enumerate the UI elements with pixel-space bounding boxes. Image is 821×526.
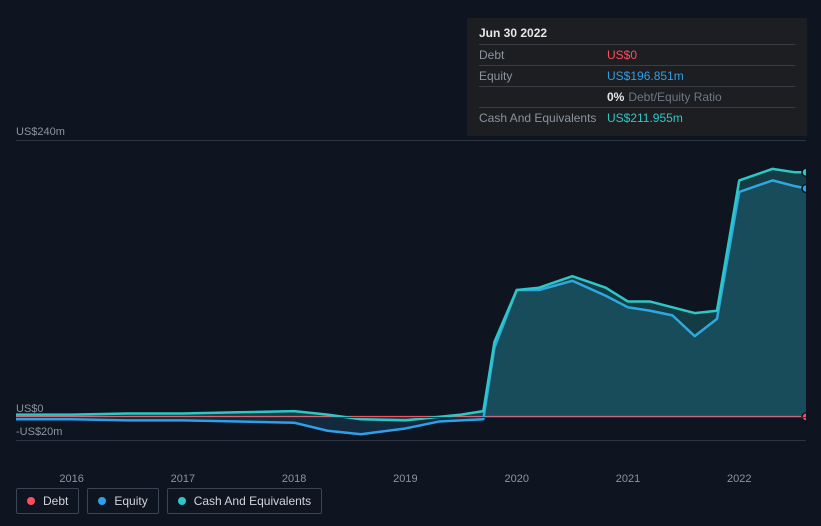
gridline	[16, 417, 806, 418]
x-axis-tick: 2018	[282, 473, 306, 485]
tooltip-ratio-label: Debt/Equity Ratio	[628, 90, 721, 104]
series-area	[16, 169, 806, 421]
series-end-marker	[802, 168, 806, 176]
legend-item[interactable]: Debt	[16, 488, 79, 514]
gridline	[16, 440, 806, 441]
chart-legend: Debt Equity Cash And Equivalents	[16, 488, 322, 514]
tooltip-date: Jun 30 2022	[479, 26, 795, 44]
tooltip-value: US$0	[607, 48, 637, 62]
chart-area[interactable]: US$240mUS$0-US$20m 201620172018201920202…	[16, 125, 806, 465]
legend-color-dot	[178, 497, 186, 505]
y-axis-tick: US$0	[16, 403, 44, 415]
legend-color-dot	[27, 497, 35, 505]
tooltip-row: DebtUS$0	[479, 44, 795, 65]
legend-color-dot	[98, 497, 106, 505]
chart-tooltip: Jun 30 2022 DebtUS$0EquityUS$196.851m0%D…	[467, 18, 807, 136]
tooltip-label: Equity	[479, 69, 607, 83]
tooltip-ratio-pct: 0%	[607, 90, 624, 104]
tooltip-row: 0% Debt/Equity Ratio	[479, 86, 795, 107]
legend-label: Debt	[43, 494, 68, 508]
x-axis-tick: 2022	[727, 473, 751, 485]
legend-label: Cash And Equivalents	[194, 494, 311, 508]
y-axis-tick: US$240m	[16, 126, 65, 138]
gridline	[16, 140, 806, 141]
x-axis-tick: 2019	[393, 473, 417, 485]
legend-item[interactable]: Equity	[87, 488, 158, 514]
series-end-marker	[802, 184, 806, 192]
tooltip-value: US$196.851m	[607, 69, 684, 83]
x-axis-tick: 2017	[171, 473, 195, 485]
legend-label: Equity	[114, 494, 147, 508]
x-axis-tick: 2020	[504, 473, 528, 485]
tooltip-value: US$211.955m	[607, 111, 683, 125]
tooltip-label: Debt	[479, 48, 607, 62]
legend-item[interactable]: Cash And Equivalents	[167, 488, 322, 514]
tooltip-label	[479, 90, 607, 104]
chart-plot	[16, 140, 806, 440]
y-axis-tick: -US$20m	[16, 426, 62, 438]
x-axis-tick: 2016	[59, 473, 83, 485]
x-axis-tick: 2021	[616, 473, 640, 485]
tooltip-label: Cash And Equivalents	[479, 111, 607, 125]
tooltip-row: EquityUS$196.851m	[479, 65, 795, 86]
